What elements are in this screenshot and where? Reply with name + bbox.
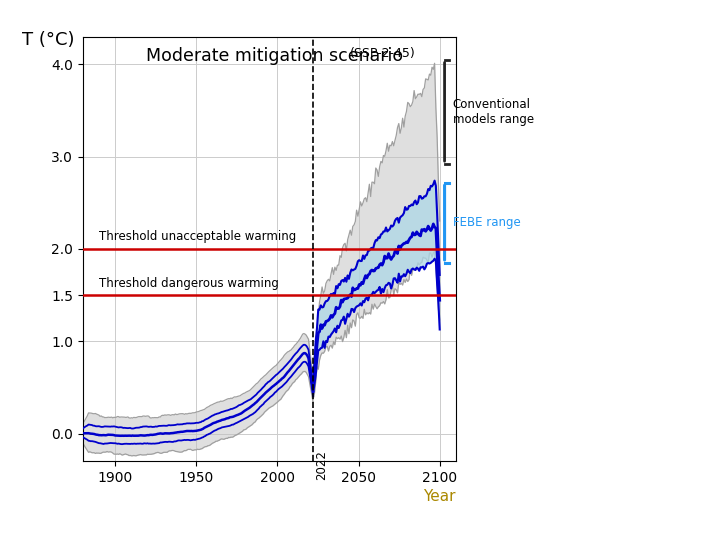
Text: Year: Year xyxy=(423,489,456,504)
Text: FEBE range: FEBE range xyxy=(453,216,521,229)
Text: Conventional
models range: Conventional models range xyxy=(453,98,534,126)
Text: (SSP-2-45): (SSP-2-45) xyxy=(350,47,415,60)
Text: 2022: 2022 xyxy=(315,450,328,480)
Text: Moderate mitigation scenario: Moderate mitigation scenario xyxy=(146,47,403,65)
Text: Threshold unacceptable warming: Threshold unacceptable warming xyxy=(99,231,296,244)
Text: T (°C): T (°C) xyxy=(22,31,74,49)
Text: Threshold dangerous warming: Threshold dangerous warming xyxy=(99,276,279,289)
